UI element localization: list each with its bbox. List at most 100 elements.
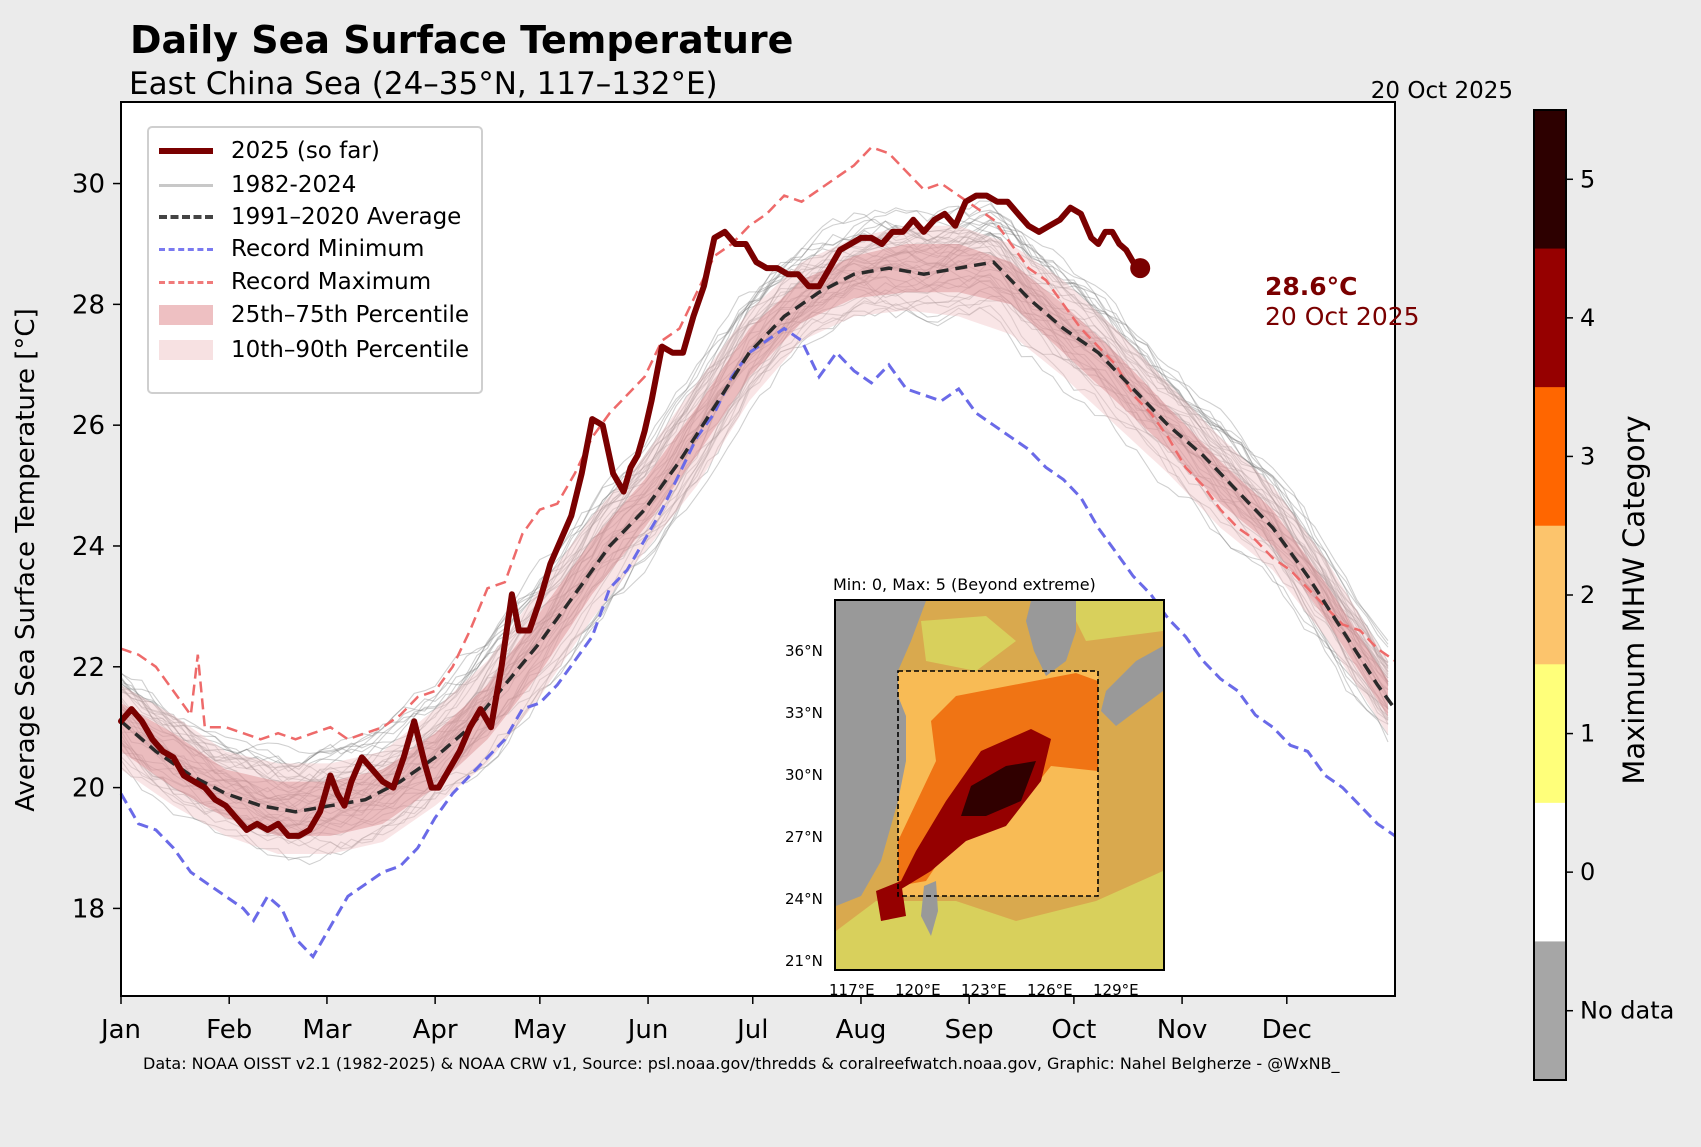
background-year-line xyxy=(120,230,1389,793)
y-tick-label: 26 xyxy=(72,411,105,441)
background-year-line xyxy=(120,229,1389,769)
inset-lon-tick: 129°E xyxy=(1093,981,1139,999)
x-tick-label: Oct xyxy=(1051,1015,1096,1045)
inset-lon-tick: 126°E xyxy=(1027,981,1073,999)
inset-lat-tick: 24°N xyxy=(785,890,823,908)
y-tick-label: 24 xyxy=(72,532,105,562)
legend-swatch-2025 xyxy=(159,141,213,161)
legend-swatch-record-max xyxy=(159,272,213,292)
legend-item-record-max: Record Maximum xyxy=(159,265,431,299)
legend-swatch-record-min xyxy=(159,239,213,259)
colorbar-segment xyxy=(1534,664,1566,804)
inset-lat-tick: 30°N xyxy=(785,766,823,784)
inset-lat-tick: 33°N xyxy=(785,704,823,722)
legend-label: Record Maximum xyxy=(231,269,432,295)
legend-label: 1991–2020 Average xyxy=(231,204,462,230)
background-year-line xyxy=(120,250,1389,809)
y-axis-ticks: 18 20 22 24 26 28 30 xyxy=(72,170,121,924)
background-year-line xyxy=(120,275,1389,836)
background-year-line xyxy=(120,287,1389,847)
background-year-line xyxy=(120,290,1389,849)
x-tick-label: Jun xyxy=(626,1015,669,1045)
legend-item-record-min: Record Minimum xyxy=(159,232,424,266)
map-sea-cat4-south xyxy=(876,881,906,921)
colorbar-tick-label: 3 xyxy=(1580,442,1595,470)
background-year-line xyxy=(120,229,1389,775)
background-year-line xyxy=(120,222,1389,771)
last-value-label: 28.6°C xyxy=(1265,272,1358,301)
background-year-line xyxy=(120,277,1389,836)
colorbar-segment xyxy=(1534,110,1566,250)
legend-item-1982-2024: 1982-2024 xyxy=(159,168,356,202)
x-tick-label: Jul xyxy=(735,1015,768,1045)
map-sea-cat5-region xyxy=(961,761,1036,816)
colorbar-segment xyxy=(1534,387,1566,527)
inset-map xyxy=(834,599,1165,971)
colorbar-segment xyxy=(1534,941,1566,1081)
background-year-line xyxy=(120,206,1389,781)
x-tick-label: Aug xyxy=(836,1015,887,1045)
colorbar-segment xyxy=(1534,802,1566,942)
legend-label: 10th–90th Percentile xyxy=(231,337,470,363)
background-year-line xyxy=(120,211,1389,786)
legend-label: Record Minimum xyxy=(231,236,425,262)
map-land-china xyxy=(836,601,926,906)
colorbar-label: Maximum MHW Category xyxy=(1617,415,1651,785)
background-year-line xyxy=(120,299,1389,861)
colorbar-tick-label: No data xyxy=(1580,997,1674,1025)
map-land-japan xyxy=(1101,646,1163,726)
percentile-10-90-band xyxy=(121,225,1388,855)
x-axis-ticks: Jan Feb Mar Apr May Jun Jul Aug Sep Oct Nov Dec xyxy=(99,996,1312,1045)
chart-subtitle: East China Sea (24–35°N, 117–132°E) xyxy=(129,66,718,102)
colorbar-frame xyxy=(1533,109,1567,1081)
background-year-line xyxy=(120,203,1389,773)
x-tick-label: Apr xyxy=(413,1015,458,1045)
colorbar-tick-label: 1 xyxy=(1580,720,1595,748)
background-year-line xyxy=(120,219,1389,757)
chart-date: 20 Oct 2025 xyxy=(1370,78,1513,104)
last-point-marker xyxy=(1130,258,1151,279)
y-tick-label: 20 xyxy=(72,774,105,804)
x-tick-label: Sep xyxy=(945,1015,994,1045)
background-year-line xyxy=(120,276,1389,818)
last-date-label: 20 Oct 2025 xyxy=(1265,302,1420,331)
x-tick-label: Jan xyxy=(99,1015,141,1045)
y-tick-label: 28 xyxy=(72,290,105,320)
background-year-line xyxy=(120,240,1389,812)
y-tick-label: 18 xyxy=(72,894,105,924)
legend-swatch-background-years xyxy=(159,175,213,195)
background-year-line xyxy=(120,245,1389,826)
inset-lon-tick: 123°E xyxy=(961,981,1007,999)
inset-lon-tick: 117°E xyxy=(829,981,875,999)
legend-item-10-90: 10th–90th Percentile xyxy=(159,333,469,367)
legend-item-25-75: 25th–75th Percentile xyxy=(159,298,469,332)
colorbar: 5 4 3 2 1 0 No data xyxy=(1533,109,1674,1081)
legend: 2025 (so far) 1982-2024 1991–2020 Averag… xyxy=(147,126,483,394)
background-year-line xyxy=(120,237,1389,813)
background-year-line xyxy=(120,302,1389,834)
legend-swatch-average xyxy=(159,207,213,227)
background-year-line xyxy=(120,279,1389,855)
colorbar-tick-label: 4 xyxy=(1580,304,1595,332)
x-tick-label: May xyxy=(513,1015,567,1045)
background-year-line xyxy=(120,212,1389,776)
record-maximum-line xyxy=(120,145,1396,741)
plot-frame xyxy=(120,101,1396,997)
percentile-25-75-band xyxy=(121,244,1388,836)
background-year-line xyxy=(120,281,1389,866)
inset-lat-tick: 36°N xyxy=(785,642,823,660)
inset-map-svg xyxy=(836,601,1163,969)
year-2025-line xyxy=(118,192,1144,839)
x-tick-label: Feb xyxy=(206,1015,252,1045)
legend-item-average: 1991–2020 Average xyxy=(159,200,461,234)
x-tick-label: Mar xyxy=(302,1015,351,1045)
x-tick-label: Nov xyxy=(1157,1015,1208,1045)
colorbar-tick-label: 5 xyxy=(1580,165,1595,193)
background-year-line xyxy=(120,244,1389,801)
legend-label: 2025 (so far) xyxy=(231,138,380,164)
y-axis-label: Average Sea Surface Temperature [°C] xyxy=(11,308,41,812)
inset-title: Min: 0, Max: 5 (Beyond extreme) xyxy=(833,575,1096,594)
y-tick-label: 30 xyxy=(72,170,105,200)
colorbar-segment xyxy=(1534,248,1566,388)
